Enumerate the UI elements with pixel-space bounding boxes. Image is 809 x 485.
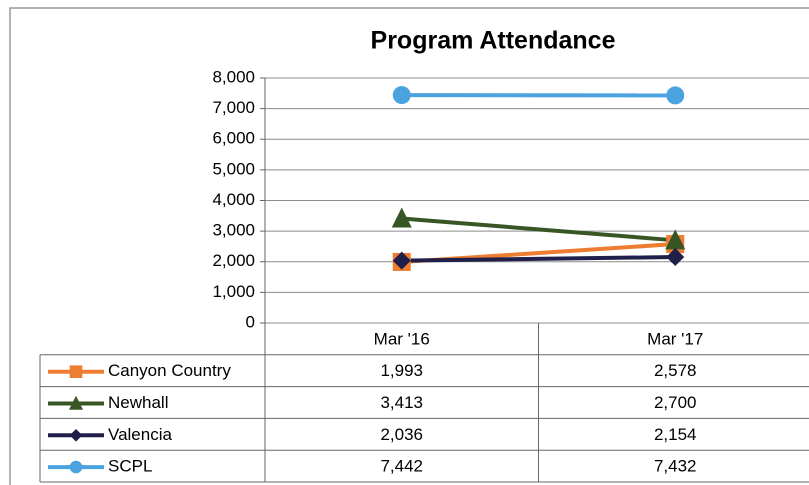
marker xyxy=(666,86,685,105)
y-tick-label: 6,000 xyxy=(212,129,255,148)
table-value: 3,413 xyxy=(380,393,423,412)
y-tick-label: 8,000 xyxy=(212,67,255,86)
y-tick-label: 2,000 xyxy=(212,251,255,270)
table-value: 2,154 xyxy=(654,425,697,444)
legend-marker xyxy=(69,365,83,378)
marker xyxy=(392,86,411,105)
marker xyxy=(665,229,686,250)
x-tick-label: Mar '16 xyxy=(374,329,430,348)
y-tick-label: 0 xyxy=(246,312,255,331)
legend-marker xyxy=(69,395,83,410)
legend-label: Newhall xyxy=(108,393,168,412)
chart-title: Program Attendance xyxy=(371,27,616,55)
y-tick-label: 1,000 xyxy=(212,282,255,301)
y-tick-label: 7,000 xyxy=(212,98,255,117)
y-tick-label: 4,000 xyxy=(212,190,255,209)
table-value: 2,700 xyxy=(654,393,697,412)
series-line xyxy=(401,216,676,243)
marker xyxy=(392,251,411,270)
y-tick-label: 5,000 xyxy=(212,159,255,178)
legend-label: SCPL xyxy=(108,457,152,476)
table-value: 7,442 xyxy=(380,457,423,476)
y-tick-label: 3,000 xyxy=(212,221,255,240)
table-value: 7,432 xyxy=(654,457,697,476)
marker xyxy=(666,248,685,267)
marker xyxy=(391,207,412,228)
legend-marker xyxy=(69,428,83,442)
x-tick-label: Mar '17 xyxy=(647,329,703,348)
chart-frame xyxy=(9,7,809,485)
table-value: 2,036 xyxy=(380,425,423,444)
table-value: 2,578 xyxy=(654,361,697,380)
legend-label: Canyon Country xyxy=(108,361,231,380)
series-line xyxy=(401,255,676,263)
table-value: 1,993 xyxy=(380,361,423,380)
legend-label: Valencia xyxy=(108,425,172,444)
legend-marker xyxy=(69,460,83,474)
